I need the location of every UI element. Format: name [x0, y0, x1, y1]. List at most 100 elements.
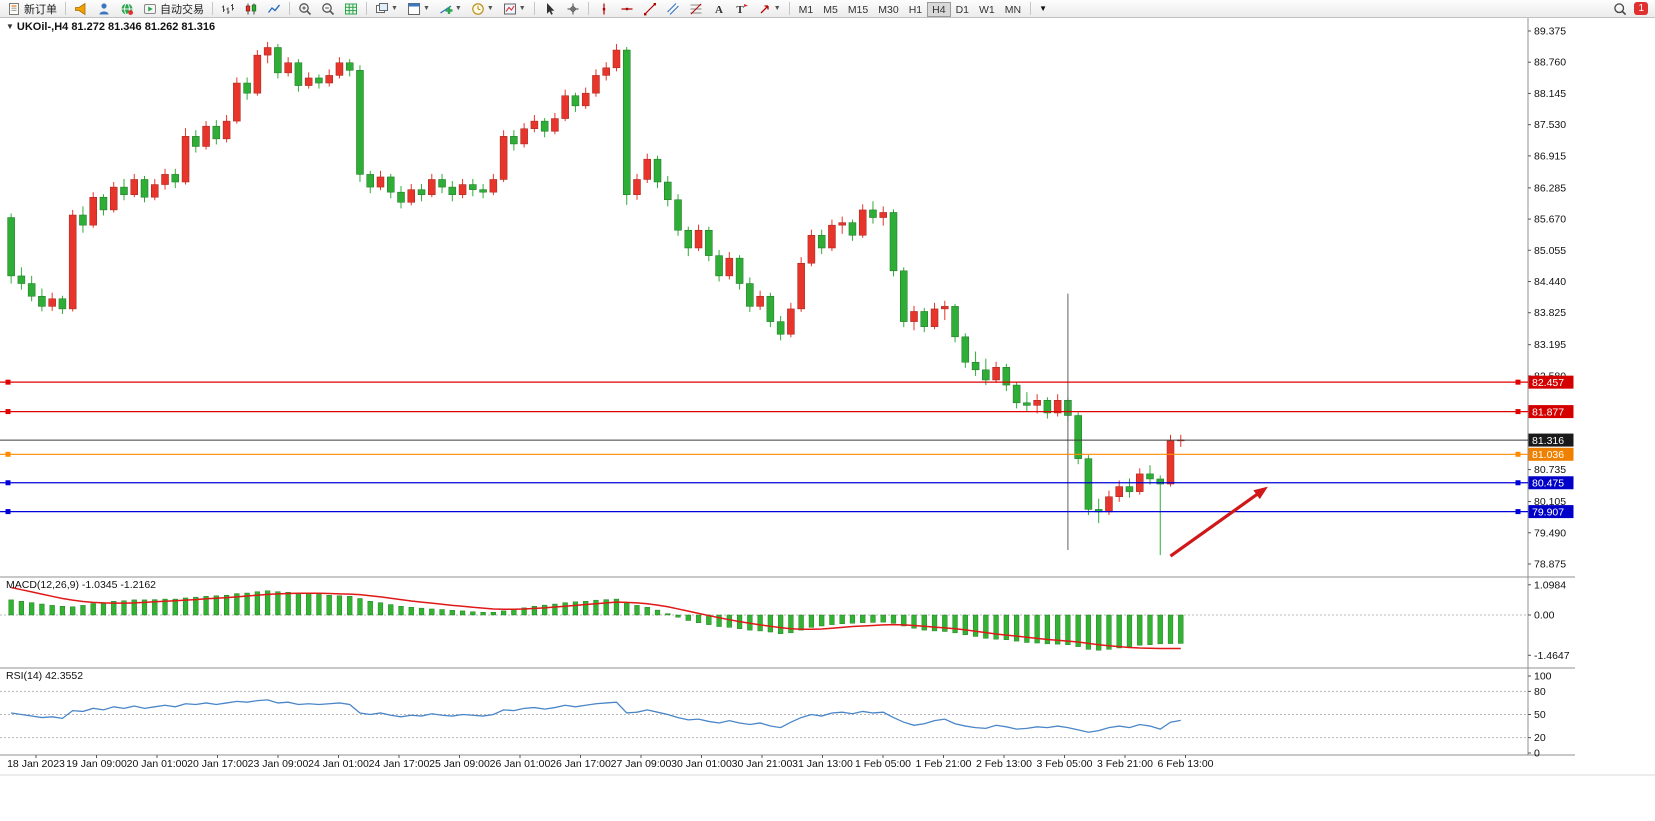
- candle-body: [181, 136, 190, 183]
- candlestick-chart-button[interactable]: [240, 1, 262, 17]
- candle-body: [48, 298, 56, 307]
- text-label-button[interactable]: T: [731, 1, 753, 17]
- zoom-out-button[interactable]: [317, 1, 339, 17]
- svg-text:30 Jan 01:00: 30 Jan 01:00: [671, 758, 732, 770]
- vertical-line-button[interactable]: [593, 1, 615, 17]
- tile-windows-button[interactable]: [340, 1, 362, 17]
- profiles-icon: [407, 2, 421, 16]
- candle-body: [7, 217, 15, 277]
- toolbar-separator: [587, 2, 589, 15]
- svg-text:6 Feb 13:00: 6 Feb 13:00: [1157, 758, 1213, 770]
- timeframe-button-m30[interactable]: M30: [873, 2, 903, 17]
- cursor-button[interactable]: [539, 1, 561, 17]
- chart-canvas[interactable]: 89.375 88.760 88.145 87.530 86.915 86.285 85.6…: [0, 18, 1655, 821]
- candle-body: [253, 54, 262, 94]
- horizontal-line-object-81.877[interactable]: 81.877: [0, 405, 1574, 418]
- candle-body: [602, 67, 610, 76]
- chart-template-button[interactable]: ▼: [499, 1, 530, 17]
- line-handle[interactable]: [1515, 379, 1521, 385]
- timeframe-button-w1[interactable]: W1: [974, 2, 1000, 17]
- text-button[interactable]: A: [708, 1, 730, 17]
- crosshair-button[interactable]: [562, 1, 584, 17]
- community-button[interactable]: [116, 1, 138, 17]
- new-order-button[interactable]: 新订单: [3, 1, 61, 17]
- fibonacci-button[interactable]: [685, 1, 707, 17]
- arrows-tool-button[interactable]: ▼: [754, 1, 785, 17]
- svg-text:23 Jan 09:00: 23 Jan 09:00: [248, 758, 309, 770]
- svg-text:50: 50: [1534, 709, 1546, 721]
- candle-body: [951, 306, 959, 338]
- zoom-in-button[interactable]: [294, 1, 316, 17]
- candle-body: [530, 120, 539, 129]
- timeframe-button-h4[interactable]: H4: [927, 2, 951, 17]
- signals-button[interactable]: [93, 1, 115, 17]
- trend-arrow-annotation[interactable]: [1169, 486, 1268, 558]
- auto-trading-label: 自动交易: [160, 3, 204, 16]
- trendline-button[interactable]: [639, 1, 661, 17]
- one-click-trading-toggle[interactable]: ▼: [6, 22, 14, 31]
- line-handle[interactable]: [5, 409, 11, 415]
- search-icon: [1613, 2, 1627, 16]
- add-indicator-button[interactable]: ▼: [435, 1, 466, 17]
- candle-body: [581, 92, 590, 107]
- zoom-out-icon: [321, 2, 335, 16]
- timeframe-button-m5[interactable]: M5: [818, 2, 843, 17]
- svg-text:25 Jan 09:00: 25 Jan 09:00: [429, 758, 490, 770]
- candlesticks: [7, 41, 1185, 556]
- channel-button[interactable]: [662, 1, 684, 17]
- bar-chart-button[interactable]: [217, 1, 239, 17]
- indicator-axes[interactable]: 1.0984 0.00 -1.4647 100 80 50 20 0: [1528, 579, 1570, 760]
- horizontal-line-object-80.475[interactable]: 80.475: [0, 476, 1574, 490]
- line-handle[interactable]: [1515, 509, 1521, 515]
- candle-body: [304, 77, 313, 86]
- candle-body: [345, 62, 354, 71]
- horizontal-line-button[interactable]: [616, 1, 638, 17]
- auto-trading-icon: [143, 2, 157, 16]
- line-handle[interactable]: [1515, 409, 1521, 415]
- candle-body: [151, 184, 159, 198]
- candle-body: [992, 367, 1000, 381]
- time-axis[interactable]: 18 Jan 2023 19 Jan 09:00 20 Jan 01:00 20 Ja…: [7, 755, 1214, 770]
- svg-text:85.670: 85.670: [1534, 214, 1566, 226]
- timeframe-button-h1[interactable]: H1: [904, 2, 927, 17]
- candlestick-chart-icon: [244, 2, 258, 16]
- candle-body: [520, 128, 528, 145]
- auto-trading-button[interactable]: 自动交易: [139, 1, 208, 17]
- notification-badge[interactable]: 1: [1634, 2, 1648, 15]
- line-chart-button[interactable]: [263, 1, 285, 17]
- horizontal-line-object-82.457[interactable]: 82.457: [0, 375, 1574, 389]
- new-chart-button[interactable]: ▼: [371, 1, 402, 17]
- horizontal-line-object-79.907[interactable]: 79.907: [0, 505, 1574, 518]
- line-chart-icon: [267, 2, 281, 16]
- svg-text:82.457: 82.457: [1532, 377, 1564, 389]
- line-handle[interactable]: [1515, 451, 1521, 457]
- search-button[interactable]: [1609, 1, 1631, 17]
- line-handle[interactable]: [5, 480, 11, 486]
- line-handle[interactable]: [1515, 480, 1521, 486]
- candle-body: [1023, 402, 1031, 406]
- toolbar-separator: [1030, 2, 1032, 15]
- timeframes-clock-button[interactable]: ▼: [467, 1, 498, 17]
- current-price-81.316[interactable]: 81.316: [0, 433, 1574, 447]
- candle-body: [428, 179, 436, 195]
- svg-text:84.440: 84.440: [1534, 276, 1566, 288]
- candle-body: [366, 174, 374, 188]
- line-handle[interactable]: [5, 379, 11, 385]
- horizontal-line-object-81.036[interactable]: 81.036: [0, 447, 1574, 461]
- alerts-button[interactable]: [70, 1, 92, 17]
- line-handle[interactable]: [5, 451, 11, 457]
- svg-text:88.760: 88.760: [1534, 57, 1566, 69]
- fibonacci-icon: [689, 2, 703, 16]
- toolbar-separator: [65, 2, 66, 15]
- crosshair-icon: [566, 2, 580, 16]
- timeframe-button-m1[interactable]: M1: [794, 2, 819, 17]
- profiles-button[interactable]: ▼: [403, 1, 434, 17]
- price-axis[interactable]: 89.375 88.760 88.145 87.530 86.915 86.285 85.6…: [1528, 26, 1566, 571]
- candle-body: [68, 214, 77, 310]
- chart-list-dropdown[interactable]: ▼: [1035, 1, 1051, 17]
- line-handle[interactable]: [5, 509, 11, 515]
- timeframe-button-m15[interactable]: M15: [843, 2, 873, 17]
- dropdown-caret-icon: ▼: [391, 5, 398, 12]
- timeframe-button-d1[interactable]: D1: [951, 2, 974, 17]
- timeframe-button-mn[interactable]: MN: [1000, 2, 1026, 17]
